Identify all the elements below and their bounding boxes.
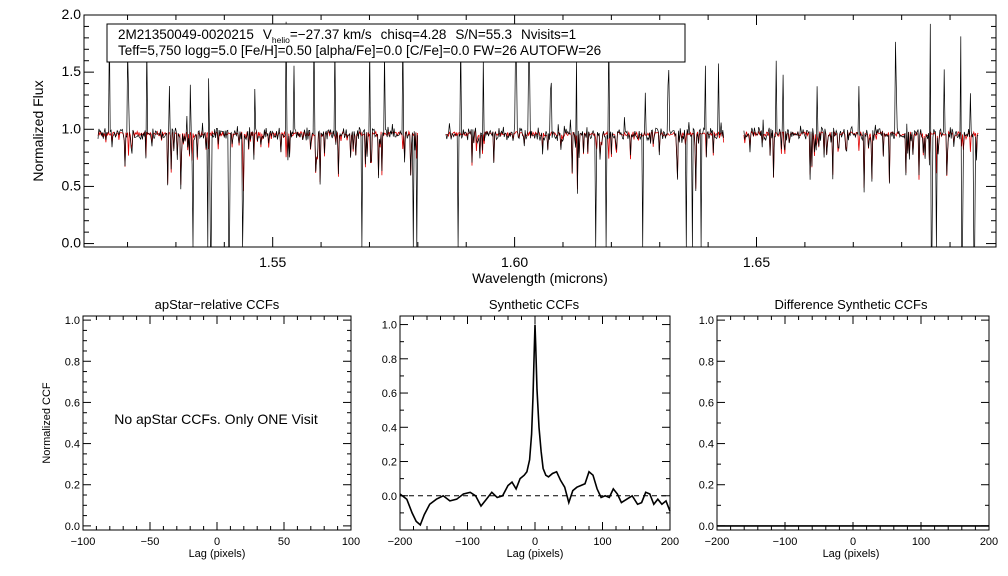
x-tick-label: 0	[214, 536, 220, 548]
spectrum-info-box: 2M21350049-0020215 Vhelio=−27.37 km/s chis…	[106, 23, 686, 63]
x-tick-label: 1.65	[743, 254, 770, 270]
y-tick-label: 0.4	[65, 439, 80, 451]
y-tick-label: 0.6	[699, 397, 714, 409]
x-tick-label: −100	[773, 536, 798, 548]
x-tick-label: 100	[593, 536, 611, 548]
x-tick-label: −200	[705, 536, 730, 548]
y-tick-label: 0.8	[699, 356, 714, 368]
x-tick-label: 0	[532, 536, 538, 548]
synthetic-x-axis-label: Lag (pixels)	[507, 548, 564, 560]
y-tick-label: 1.0	[699, 315, 714, 327]
y-tick-label: 1.0	[65, 315, 80, 327]
observed-spectrum-segment	[445, 27, 725, 248]
observed-spectrum-line	[97, 21, 979, 248]
difference-frame	[716, 315, 990, 531]
nvisits-value: Nvisits=1	[521, 27, 576, 42]
vhelio-value: =−27.37 km/s	[290, 27, 372, 42]
x-tick-label: 100	[342, 536, 360, 548]
y-tick-label: 0.8	[65, 356, 80, 368]
difference-ticks: −200 −100 0 100 200 0.0 0.2 0.4 0.6 0.8 1.0	[699, 315, 998, 548]
vhelio-label: V	[263, 27, 272, 42]
info-line-1: 2M21350049-0020215 Vhelio=−27.37 km/s chis…	[118, 27, 576, 45]
y-tick-label: 0.0	[65, 521, 80, 533]
synthetic-spectrum-segment	[743, 130, 979, 188]
x-tick-label: 1.60	[501, 254, 528, 270]
x-tick-label: 50	[278, 536, 290, 548]
apstar-ccf-panel: apStar−relative CCFs −100 −50 0 50 100 0.0 0.2…	[41, 297, 360, 560]
apstar-x-axis-label: Lag (pixels)	[189, 548, 246, 560]
snr-value: S/N=55.3	[455, 27, 512, 42]
vhelio-subscript: helio	[272, 35, 290, 45]
x-tick-label: 1.55	[259, 254, 286, 270]
y-tick-label: 0.4	[699, 439, 714, 451]
y-tick-label: 2.0	[62, 6, 82, 22]
y-tick-label: 1.0	[382, 320, 397, 332]
y-tick-label: 0.2	[382, 457, 397, 469]
x-tick-label: 200	[980, 536, 998, 548]
y-tick-label: 0.0	[382, 491, 397, 503]
spectrum-frame	[83, 14, 997, 248]
x-tick-label: −200	[388, 536, 413, 548]
y-tick-label: 0.8	[382, 354, 397, 366]
y-tick-label: 1.5	[62, 63, 82, 79]
difference-panel-title: Difference Synthetic CCFs	[775, 297, 928, 312]
y-tick-label: 0.6	[382, 388, 397, 400]
synthetic-ccf-line	[399, 324, 671, 527]
chisq-value: chisq=4.28	[381, 27, 447, 42]
y-tick-label: 0.4	[382, 422, 397, 434]
x-tick-label: 200	[661, 536, 679, 548]
x-tick-label: 100	[912, 536, 930, 548]
apstar-panel-title: apStar−relative CCFs	[155, 297, 280, 312]
y-tick-label: 0.0	[62, 235, 82, 251]
synthetic-ticks: −200 −100 0 100 200 0.0 0.2 0.4 0.6 0.8 1.0	[382, 316, 679, 548]
y-tick-label: 0.0	[699, 521, 714, 533]
x-tick-label: −50	[141, 536, 160, 548]
y-tick-label: 0.6	[65, 397, 80, 409]
apstar-ticks: −100 −50 0 50 100 0.0 0.2 0.4 0.6 0.8 1.0	[65, 315, 360, 548]
y-tick-label: 1.0	[62, 120, 82, 136]
y-tick-label: 0.2	[699, 480, 714, 492]
difference-ccf-panel: Difference Synthetic CCFs −200 −100 0 100 20…	[699, 297, 998, 560]
star-id: 2M21350049-0020215	[118, 27, 254, 42]
difference-x-axis-label: Lag (pixels)	[823, 548, 880, 560]
spectrum-plot-area	[97, 21, 979, 248]
info-line-2: Teff=5,750 logg=5.0 [Fe/H]=0.50 [alpha/F…	[118, 43, 601, 58]
y-tick-label: 0.2	[65, 480, 80, 492]
x-tick-label: 0	[850, 536, 856, 548]
observed-spectrum-segment	[97, 21, 418, 248]
synthetic-panel-title: Synthetic CCFs	[489, 297, 580, 312]
x-tick-label: −100	[455, 536, 480, 548]
x-tick-label: −100	[71, 536, 96, 548]
spectrum-panel: 1.55 1.60 1.65 0.0 0.5 1.0 1.5 2.0 2M21350049-0…	[30, 6, 997, 286]
y-tick-label: 0.5	[62, 177, 82, 193]
spectrum-ticks: 1.55 1.60 1.65 0.0 0.5 1.0 1.5 2.0	[62, 6, 996, 270]
no-apstar-message: No apStar CCFs. Only ONE Visit	[114, 411, 318, 427]
spectrum-x-axis-label: Wavelength (microns)	[472, 270, 608, 286]
info-box-frame	[106, 23, 686, 63]
synthetic-plot-area	[399, 324, 671, 527]
observed-spectrum-segment	[743, 23, 979, 248]
synthetic-ccf-panel: Synthetic CCFs −200 −100 0 100 200 0.0 0.2 0.4 0…	[382, 297, 679, 560]
ccf-y-axis-label: Normalized CCF	[41, 382, 53, 464]
spectrum-y-axis-label: Normalized Flux	[30, 80, 46, 181]
